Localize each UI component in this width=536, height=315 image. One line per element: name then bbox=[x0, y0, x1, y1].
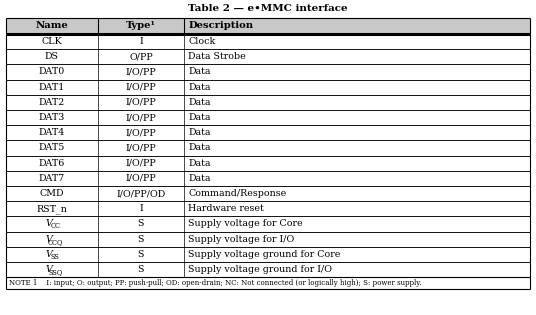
Text: Supply voltage for Core: Supply voltage for Core bbox=[188, 220, 303, 228]
Text: V: V bbox=[46, 235, 53, 244]
Text: V: V bbox=[46, 250, 53, 259]
Text: I/O/PP: I/O/PP bbox=[125, 174, 157, 183]
Text: RST_n: RST_n bbox=[36, 204, 68, 214]
Text: Supply voltage for I/O: Supply voltage for I/O bbox=[188, 235, 294, 244]
Bar bbox=[6, 277, 530, 289]
Text: DAT7: DAT7 bbox=[39, 174, 65, 183]
Text: Clock: Clock bbox=[188, 37, 215, 46]
Text: DAT5: DAT5 bbox=[39, 144, 65, 152]
Text: I/O/PP: I/O/PP bbox=[125, 159, 157, 168]
Text: I/O/PP: I/O/PP bbox=[125, 67, 157, 77]
Text: DAT0: DAT0 bbox=[39, 67, 65, 77]
Text: SS: SS bbox=[51, 253, 60, 261]
Bar bbox=[6, 156, 530, 171]
Text: DAT3: DAT3 bbox=[39, 113, 65, 122]
Text: I/O/PP: I/O/PP bbox=[125, 98, 157, 107]
Text: CLK: CLK bbox=[41, 37, 62, 46]
Text: Data: Data bbox=[188, 174, 211, 183]
Bar bbox=[6, 186, 530, 201]
Text: Data: Data bbox=[188, 67, 211, 77]
Text: Table 2 — e•MMC interface: Table 2 — e•MMC interface bbox=[188, 4, 348, 13]
Text: Hardware reset: Hardware reset bbox=[188, 204, 264, 213]
Bar bbox=[6, 80, 530, 95]
Text: Supply voltage ground for Core: Supply voltage ground for Core bbox=[188, 250, 340, 259]
Text: Data: Data bbox=[188, 98, 211, 107]
Text: DAT6: DAT6 bbox=[39, 159, 65, 168]
Text: Data: Data bbox=[188, 83, 211, 92]
Text: I: I bbox=[139, 37, 143, 46]
Bar bbox=[6, 201, 530, 216]
Text: DAT4: DAT4 bbox=[39, 128, 65, 137]
Text: V: V bbox=[46, 220, 53, 228]
Text: DAT2: DAT2 bbox=[39, 98, 65, 107]
Text: S: S bbox=[138, 250, 144, 259]
Text: O/PP: O/PP bbox=[129, 52, 153, 61]
Bar bbox=[6, 247, 530, 262]
Text: I/O/PP: I/O/PP bbox=[125, 113, 157, 122]
Text: Data Strobe: Data Strobe bbox=[188, 52, 246, 61]
Text: Command/Response: Command/Response bbox=[188, 189, 286, 198]
Bar bbox=[6, 171, 530, 186]
Bar bbox=[6, 140, 530, 156]
Text: Data: Data bbox=[188, 128, 211, 137]
Text: Description: Description bbox=[188, 21, 254, 31]
Bar bbox=[6, 110, 530, 125]
Text: I: I bbox=[139, 204, 143, 213]
Text: DS: DS bbox=[45, 52, 59, 61]
Text: SSQ: SSQ bbox=[48, 268, 63, 276]
Text: NOTE 1    I: input; O: output; PP: push-pull; OD: open-drain; NC: Not connected : NOTE 1 I: input; O: output; PP: push-pul… bbox=[9, 279, 422, 287]
Bar bbox=[6, 34, 530, 49]
Bar bbox=[6, 216, 530, 232]
Text: CC: CC bbox=[50, 222, 61, 231]
Bar bbox=[6, 64, 530, 80]
Text: I/O/PP: I/O/PP bbox=[125, 83, 157, 92]
Text: Supply voltage ground for I/O: Supply voltage ground for I/O bbox=[188, 265, 332, 274]
Text: Data: Data bbox=[188, 144, 211, 152]
Text: DAT1: DAT1 bbox=[39, 83, 65, 92]
Bar bbox=[6, 49, 530, 64]
Text: I/O/PP: I/O/PP bbox=[125, 128, 157, 137]
Text: S: S bbox=[138, 265, 144, 274]
Text: CMD: CMD bbox=[40, 189, 64, 198]
Bar bbox=[6, 95, 530, 110]
Text: I/O/PP: I/O/PP bbox=[125, 144, 157, 152]
Text: Name: Name bbox=[35, 21, 68, 31]
Text: Data: Data bbox=[188, 113, 211, 122]
Text: S: S bbox=[138, 235, 144, 244]
Text: S: S bbox=[138, 220, 144, 228]
Text: V: V bbox=[46, 265, 53, 274]
Text: I/O/PP/OD: I/O/PP/OD bbox=[116, 189, 166, 198]
Bar bbox=[6, 125, 530, 140]
Bar bbox=[6, 262, 530, 277]
Bar bbox=[6, 18, 530, 34]
Text: Data: Data bbox=[188, 159, 211, 168]
Bar bbox=[6, 232, 530, 247]
Text: CCQ: CCQ bbox=[48, 238, 63, 246]
Text: Type¹: Type¹ bbox=[126, 21, 156, 31]
